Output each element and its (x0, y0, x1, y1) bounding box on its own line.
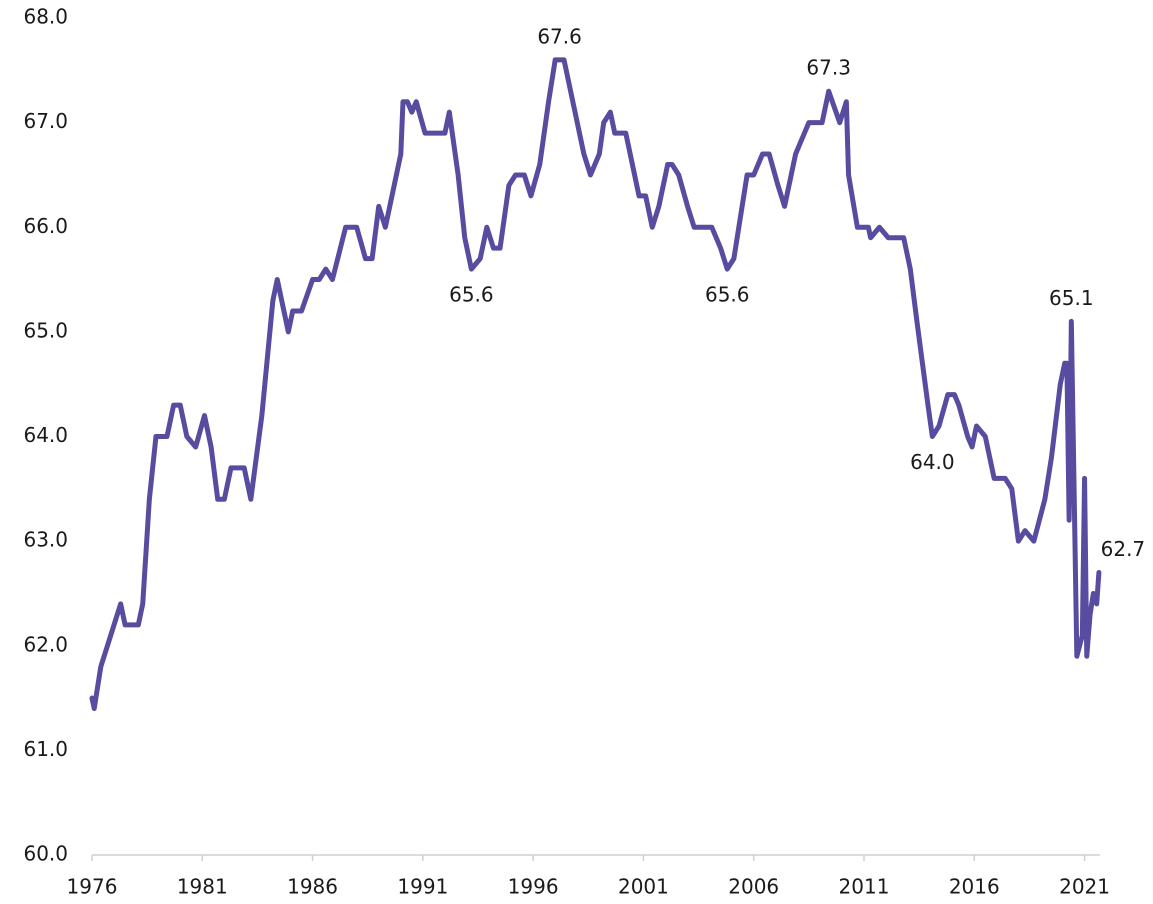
annotation: 67.6 (537, 24, 582, 48)
x-tick-label: 1976 (67, 875, 118, 899)
x-tick-label: 2006 (728, 875, 779, 899)
y-tick-label: 63.0 (23, 528, 68, 552)
x-tick-label: 2001 (618, 875, 669, 899)
line (89, 57, 1102, 712)
annotation: 65.1 (1049, 286, 1094, 310)
annotation: 64.0 (910, 450, 955, 474)
y-tick-label: 67.0 (23, 109, 68, 133)
y-tick-label: 62.0 (23, 632, 68, 656)
x-tick-label: 1991 (397, 875, 448, 899)
y-tick-label: 61.0 (23, 737, 68, 761)
annotation: 62.7 (1101, 537, 1146, 561)
y-tick-label: 64.0 (23, 423, 68, 447)
y-tick-label: 60.0 (23, 842, 68, 866)
x-tick-label: 2016 (949, 875, 1000, 899)
x-tick-label: 2011 (839, 875, 890, 899)
annotation: 67.3 (806, 56, 851, 80)
x-tick-label: 1996 (508, 875, 559, 899)
y-tick-label: 66.0 (23, 214, 68, 238)
annotation: 65.6 (449, 283, 494, 307)
x-tick-label: 1986 (287, 875, 338, 899)
annotation: 65.6 (705, 283, 750, 307)
x-tick-label: 1981 (177, 875, 228, 899)
y-tick-label: 68.0 (23, 5, 68, 29)
y-tick-label: 65.0 (23, 318, 68, 342)
x-tick-label: 2021 (1059, 875, 1110, 899)
